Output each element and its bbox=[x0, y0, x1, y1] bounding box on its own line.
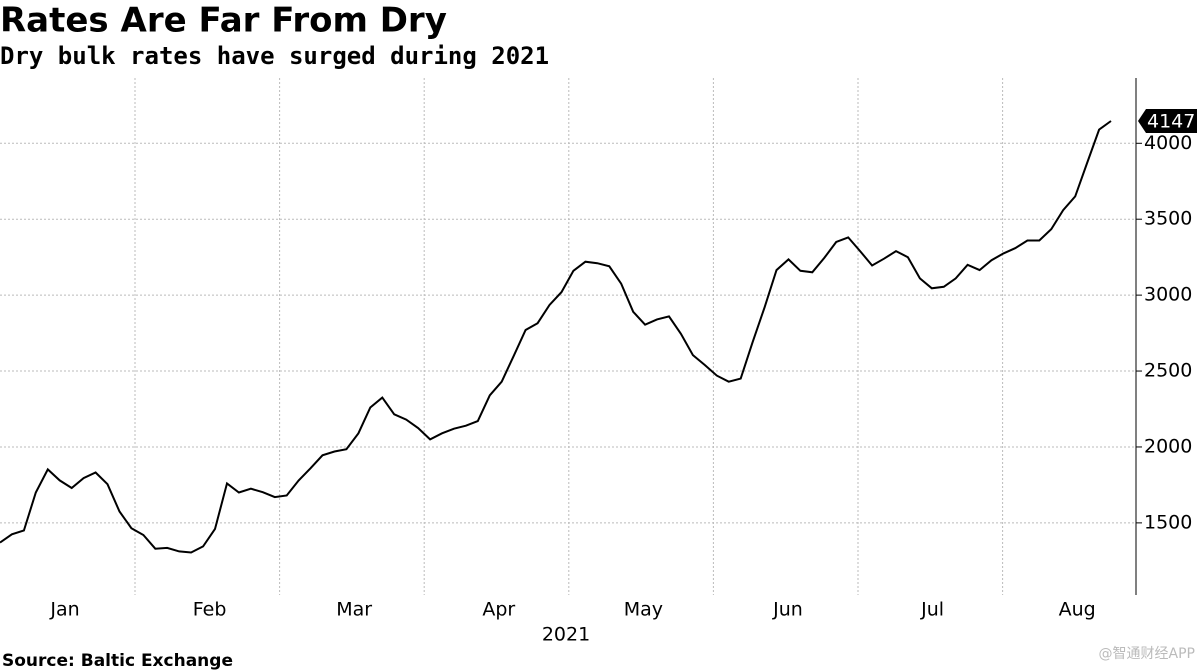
x-tick-label: Jan bbox=[49, 599, 79, 621]
value-label: 4147 bbox=[1147, 110, 1195, 132]
source: Source: Baltic Exchange bbox=[2, 651, 233, 671]
x-tick-label: Mar bbox=[336, 599, 372, 621]
y-tick-label: 2500 bbox=[1144, 360, 1192, 382]
x-tick-label: Jul bbox=[920, 599, 944, 621]
y-tick-label: 3000 bbox=[1144, 284, 1192, 306]
x-tick-label: Feb bbox=[193, 599, 227, 621]
x-tick-label: Apr bbox=[482, 599, 515, 621]
y-tick-label: 4000 bbox=[1144, 132, 1192, 154]
y-tick-label: 3500 bbox=[1144, 208, 1192, 230]
x-axis-label: 2021 bbox=[542, 624, 590, 646]
watermark: @智通财经APP bbox=[1099, 646, 1195, 662]
y-tick-label: 2000 bbox=[1144, 435, 1192, 457]
x-tick-label: May bbox=[624, 599, 663, 621]
value-label-box bbox=[1138, 108, 1197, 133]
chart-subtitle: Dry bulk rates have surged during 2021 bbox=[0, 42, 549, 70]
y-tick-label: 1500 bbox=[1144, 511, 1192, 533]
chart-title: Rates Are Far From Dry bbox=[0, 1, 447, 41]
line bbox=[0, 120, 1112, 554]
x-tick-label: Aug bbox=[1059, 599, 1096, 621]
x-tick-label: Jun bbox=[772, 599, 803, 621]
